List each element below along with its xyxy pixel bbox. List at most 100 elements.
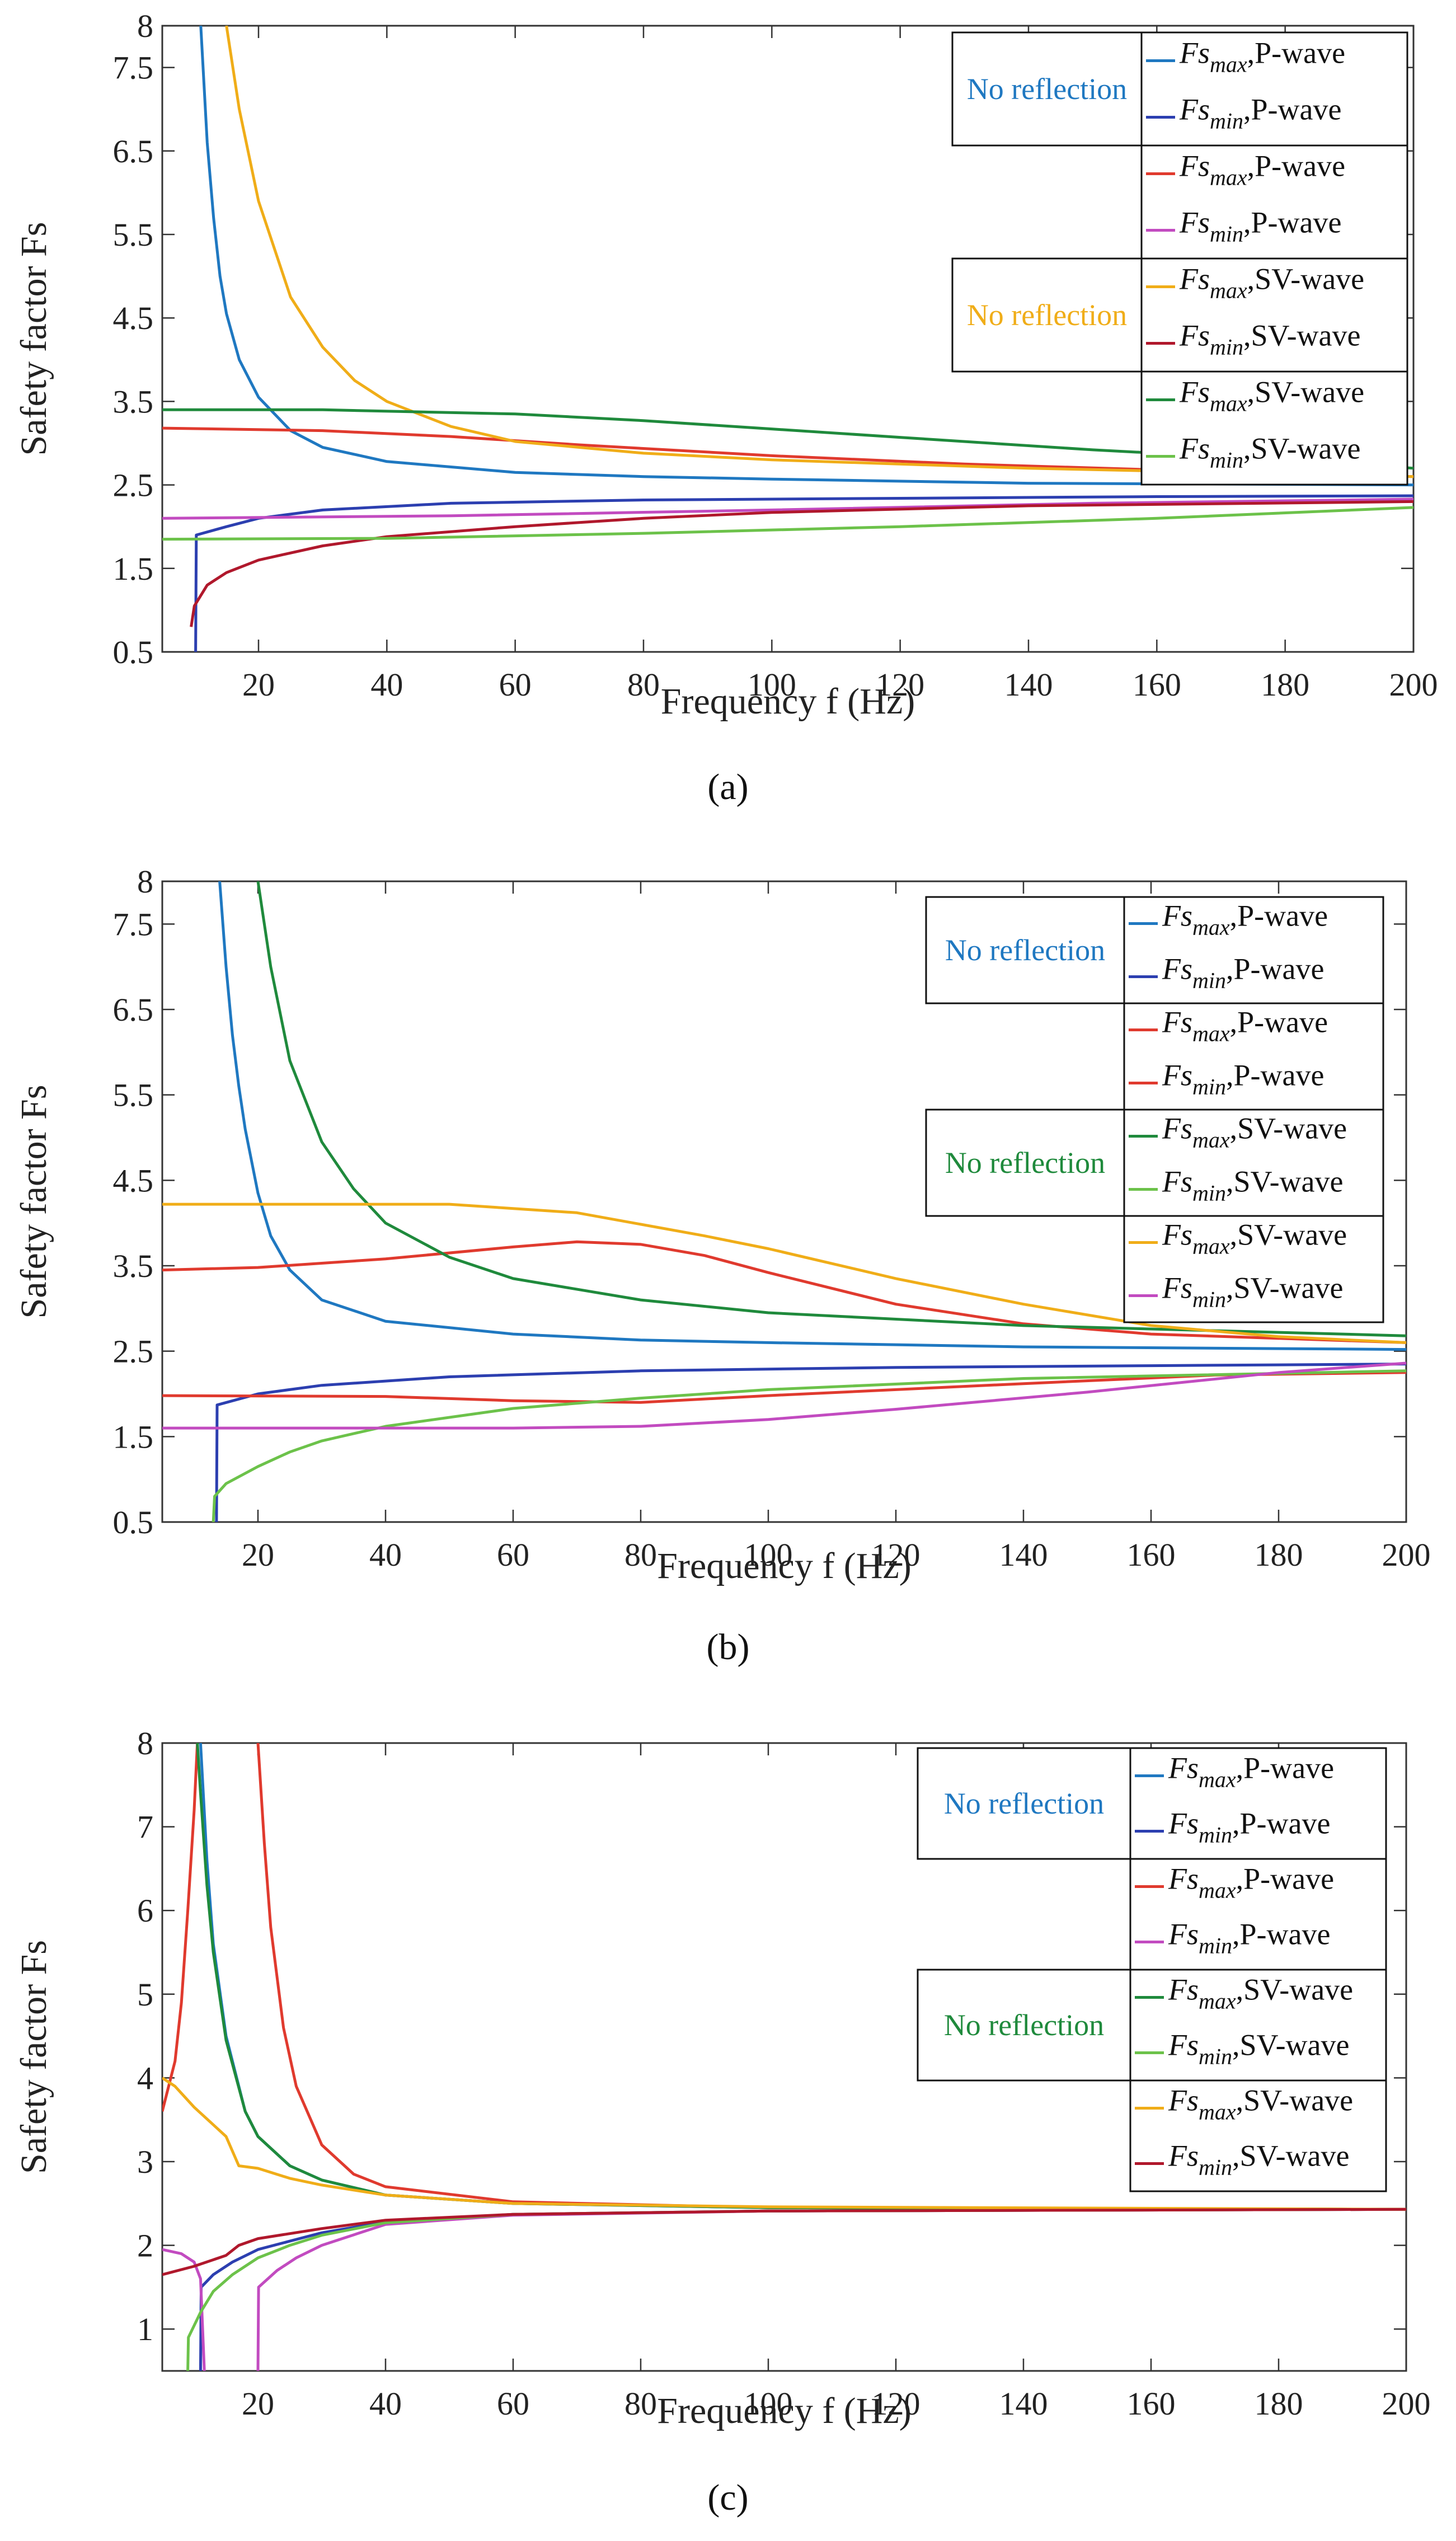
x-tick-label: 80 bbox=[624, 2385, 657, 2422]
legend: Fsmax,P-waveFsmin,P-waveFsmax,P-waveFsmi… bbox=[951, 31, 1408, 486]
x-tick-label: 140 bbox=[999, 2385, 1048, 2422]
legend: Fsmax,P-waveFsmin,P-waveFsmax,P-waveFsmi… bbox=[917, 1747, 1387, 2192]
x-tick-label: 100 bbox=[748, 666, 796, 703]
legend: Fsmax,P-waveFsmin,P-waveFsmax,P-waveFsmi… bbox=[925, 896, 1384, 1323]
legend-group-label: No reflection bbox=[944, 1787, 1104, 1820]
legend-symbol: Fs bbox=[1179, 432, 1210, 466]
y-tick-label: 8 bbox=[137, 8, 153, 44]
panel-label: (c) bbox=[707, 2477, 748, 2518]
legend-subscript: max bbox=[1199, 1989, 1236, 2014]
legend-symbol: Fs bbox=[1168, 2139, 1199, 2173]
legend-wave-type: ,P-wave bbox=[1232, 1918, 1330, 1951]
legend-entry: Fsmin,SV-wave bbox=[1162, 1271, 1344, 1312]
legend-symbol: Fs bbox=[1168, 2028, 1199, 2062]
legend-wave-type: ,SV-wave bbox=[1226, 1271, 1344, 1305]
legend-wave-type: ,P-wave bbox=[1236, 1751, 1334, 1785]
legend-subscript: min bbox=[1199, 2155, 1232, 2180]
x-tick-label: 20 bbox=[242, 666, 275, 703]
series-line bbox=[218, 881, 1406, 1351]
legend-symbol: Fs bbox=[1162, 1112, 1192, 1145]
legend-subscript: min bbox=[1210, 448, 1243, 473]
legend-wave-type: ,SV-wave bbox=[1236, 1973, 1354, 2007]
x-tick-label: 40 bbox=[370, 666, 403, 703]
legend-wave-type: ,P-wave bbox=[1236, 1862, 1334, 1896]
series-line bbox=[190, 500, 1413, 627]
series-group bbox=[162, 1743, 1406, 2371]
legend-subscript: min bbox=[1210, 335, 1243, 360]
legend-wave-type: ,P-wave bbox=[1247, 149, 1345, 183]
y-tick-label: 2.5 bbox=[113, 1333, 154, 1370]
legend-symbol: Fs bbox=[1179, 375, 1210, 409]
series-line bbox=[212, 1369, 1406, 1522]
plot-frame bbox=[161, 25, 1415, 653]
y-tick-label: 6 bbox=[137, 1892, 153, 1929]
legend-entry: Fsmin,SV-wave bbox=[1179, 319, 1361, 360]
legend-subscript: max bbox=[1192, 1021, 1230, 1046]
y-tick-label: 7.5 bbox=[113, 50, 154, 86]
x-tick-label: 180 bbox=[1255, 2385, 1303, 2422]
x-tick-label: 120 bbox=[876, 666, 924, 703]
x-tick-label: 40 bbox=[369, 1537, 402, 1573]
x-tick-label: 200 bbox=[1382, 2385, 1431, 2422]
legend-wave-type: ,SV-wave bbox=[1226, 1165, 1344, 1199]
x-tick-label: 180 bbox=[1261, 666, 1309, 703]
x-tick-label: 80 bbox=[627, 666, 660, 703]
legend-wave-type: ,P-wave bbox=[1232, 1807, 1330, 1840]
y-tick-label: 5 bbox=[137, 1976, 153, 2013]
legend-symbol: Fs bbox=[1179, 319, 1210, 353]
legend-symbol: Fs bbox=[1179, 262, 1210, 296]
legend-entry: Fsmin,P-wave bbox=[1168, 1918, 1330, 1958]
y-axis-title: Safety factor Fs bbox=[13, 1940, 54, 2174]
legend-symbol: Fs bbox=[1179, 36, 1210, 70]
y-tick-label: 5.5 bbox=[113, 217, 154, 253]
legend-subscript: min bbox=[1210, 109, 1243, 134]
y-tick-label: 3.5 bbox=[113, 383, 154, 420]
series-line bbox=[162, 1371, 1406, 1404]
y-tick-label: 2.5 bbox=[113, 467, 154, 504]
legend-subscript: min bbox=[1210, 222, 1243, 247]
legend-wave-type: ,SV-wave bbox=[1243, 432, 1361, 466]
legend-subscript: min bbox=[1199, 1933, 1232, 1958]
y-tick-label: 4 bbox=[137, 2060, 153, 2096]
y-tick-label: 6.5 bbox=[113, 992, 154, 1028]
legend-wave-type: ,SV-wave bbox=[1232, 2139, 1350, 2173]
legend-entry: Fsmin,P-wave bbox=[1179, 93, 1341, 134]
series-line bbox=[199, 2207, 1406, 2371]
legend-subscript: min bbox=[1192, 1287, 1226, 1312]
legend-group-box bbox=[917, 1747, 1131, 1860]
legend-subscript: max bbox=[1210, 165, 1247, 190]
y-tick-label: 4.5 bbox=[113, 1162, 154, 1199]
legend-symbol: Fs bbox=[1179, 93, 1210, 126]
legend-wave-type: ,SV-wave bbox=[1232, 2028, 1350, 2062]
legend-entry: Fsmin,P-wave bbox=[1162, 952, 1324, 993]
series-line bbox=[162, 506, 1413, 541]
legend-wave-type: ,SV-wave bbox=[1236, 2084, 1354, 2117]
series-line bbox=[162, 1743, 199, 2112]
series-line bbox=[225, 26, 1413, 478]
x-tick-label: 200 bbox=[1382, 1537, 1431, 1573]
series-line bbox=[162, 2207, 1406, 2276]
legend-group-box bbox=[917, 1969, 1131, 2082]
y-axis-title: Safety factor Fs bbox=[13, 1085, 54, 1319]
x-tick-label: 100 bbox=[744, 2385, 793, 2422]
legend-entry: Fsmax,P-wave bbox=[1162, 899, 1328, 940]
legend-symbol: Fs bbox=[1179, 149, 1210, 183]
plot-frame bbox=[161, 880, 1407, 1523]
legend-subscript: min bbox=[1192, 1074, 1226, 1100]
legend-symbol: Fs bbox=[1168, 1807, 1199, 1840]
legend-symbol: Fs bbox=[1179, 206, 1210, 239]
legend-entry: Fsmin,P-wave bbox=[1168, 1807, 1330, 1848]
legend-group-box bbox=[951, 257, 1143, 373]
x-tick-label: 100 bbox=[744, 1537, 793, 1573]
legend-group-label: No reflection bbox=[945, 1146, 1105, 1180]
x-tick-label: 200 bbox=[1389, 666, 1438, 703]
legend-subscript: max bbox=[1199, 2100, 1236, 2125]
legend-symbol: Fs bbox=[1162, 1165, 1192, 1199]
legend-symbol: Fs bbox=[1168, 1973, 1199, 2007]
legend-wave-type: ,SV-wave bbox=[1230, 1218, 1347, 1252]
x-tick-label: 20 bbox=[242, 2385, 274, 2422]
y-tick-label: 6.5 bbox=[113, 133, 154, 170]
legend-wave-type: ,P-wave bbox=[1243, 93, 1341, 126]
legend-wave-type: ,P-wave bbox=[1230, 899, 1328, 933]
